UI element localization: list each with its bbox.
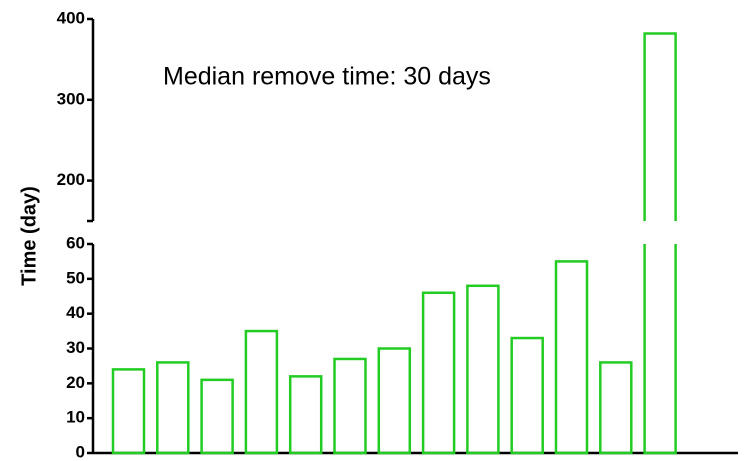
y-tick-label: 40 [66,303,85,322]
y-axis-label: Time (day) [18,186,40,286]
bar [421,291,456,455]
bar [599,361,633,455]
y-tick-label: 0 [76,442,85,461]
y-tick-label: 60 [66,233,85,252]
bar [510,336,544,455]
annotation: Median remove time: 30 days [163,63,491,91]
y-tick-label: 50 [66,268,85,287]
bar [200,378,234,455]
bar [111,368,146,455]
bar-lower [643,244,677,455]
y-tick-label: 30 [66,338,85,357]
bar [288,375,323,455]
bar [244,329,279,455]
y-tick-label: 300 [57,89,85,108]
bar-upper [643,32,677,221]
bar [377,347,412,455]
y-tick-label: 10 [66,408,85,427]
bar [554,260,589,455]
y-tick-label: 200 [57,170,85,189]
y-tick-label: 20 [66,373,85,392]
y-tick-label: 400 [57,8,85,27]
bar [333,357,367,455]
bar [156,361,190,455]
bar [466,284,500,455]
